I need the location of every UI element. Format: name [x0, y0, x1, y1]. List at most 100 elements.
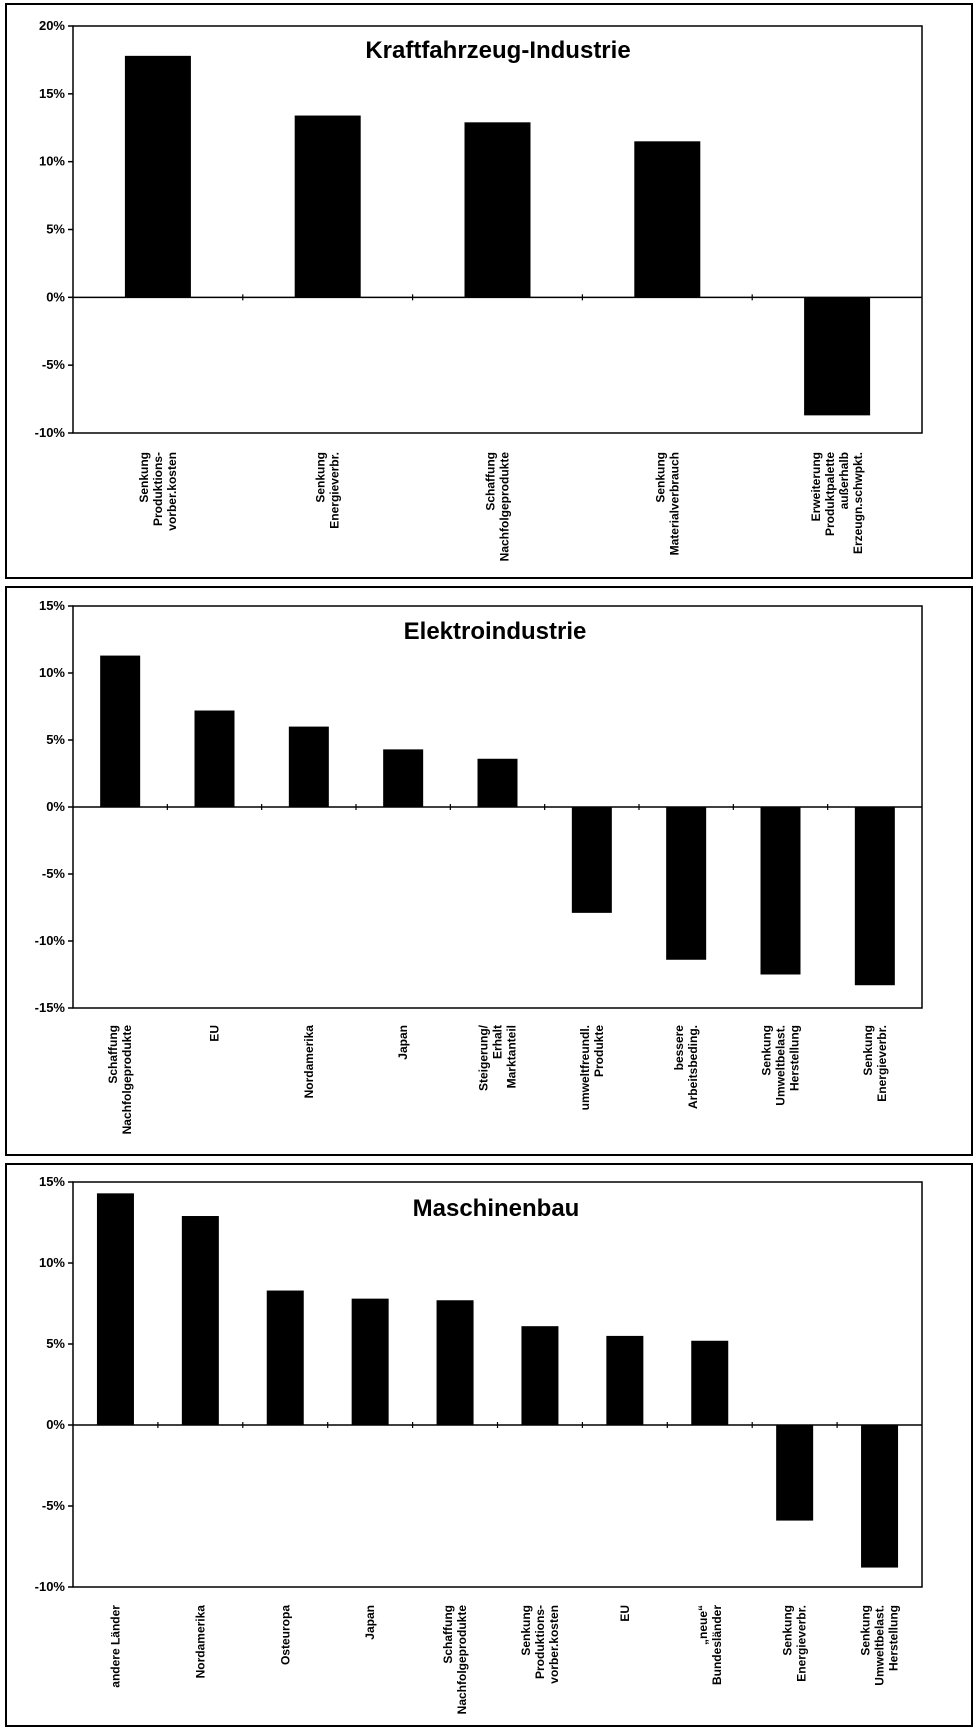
category-label: andere Länder — [108, 1605, 122, 1688]
category-label-line: Energieverbr. — [795, 1605, 809, 1682]
category-label-line: Umweltbelast. — [873, 1605, 887, 1686]
category-label: Nordamerika — [193, 1605, 207, 1679]
category-label-line: Senkung — [861, 1025, 875, 1076]
category-label-line: Senkung — [859, 1605, 873, 1656]
bar — [634, 141, 701, 298]
category-label-line: Produktions- — [151, 452, 165, 526]
category-label-line: „neue“ — [696, 1605, 710, 1645]
category-label-line: Schaffung — [441, 1605, 455, 1664]
category-label-line: Senkung — [137, 452, 151, 503]
category-label-line: EU — [208, 1025, 222, 1042]
y-tick-label: -5% — [42, 357, 66, 372]
category-label: Senkung Produktions-vorber.kosten — [137, 452, 179, 531]
y-tick-label: -10% — [35, 425, 66, 440]
category-label-line: Produkte — [592, 1025, 606, 1077]
category-label-line: Erhalt — [491, 1025, 505, 1059]
y-tick-label: -15% — [35, 1000, 66, 1015]
category-label: Erweiterung Produktpalette außerhalb Erzeug… — [809, 452, 865, 554]
chart-title: Elektroindustrie — [404, 618, 587, 645]
panel-frame — [5, 3, 973, 579]
category-label: EU — [618, 1605, 632, 1622]
bar — [861, 1425, 899, 1568]
y-tick-label: -10% — [35, 1579, 66, 1594]
category-label: Steigerung/Erhalt Marktanteil — [477, 1024, 519, 1091]
chart-panel-maschinenbau: 15% 10% 5% 0% -5% -10% Maschinenbau andere Länd… — [5, 1163, 973, 1727]
bar — [477, 758, 518, 807]
bar — [288, 726, 329, 807]
y-tick-label: 0% — [46, 289, 65, 304]
category-label-line: andere Länder — [108, 1605, 122, 1688]
category-label: Senkung Energieverbr. — [314, 452, 342, 529]
category-label-line: Umweltbelast. — [774, 1025, 788, 1106]
category-label-line: Produktpalette — [823, 452, 837, 536]
bar — [383, 749, 424, 807]
bar — [464, 122, 531, 298]
category-label-line: Nordamerika — [193, 1605, 207, 1679]
category-label-line: Nachfolgeprodukte — [455, 1605, 469, 1715]
category-label-line: Nordamerika — [302, 1025, 316, 1099]
y-tick-label: -5% — [42, 866, 66, 881]
bar — [804, 297, 871, 416]
bar — [666, 807, 707, 960]
bar — [606, 1335, 644, 1425]
category-label: Senkung Umweltbelast. Herstellung — [760, 1025, 802, 1106]
y-tick-label: 15% — [39, 1174, 65, 1189]
category-label: bessere Arbeitsbeding. — [672, 1025, 700, 1109]
category-label: Senkung Energieverbr. — [781, 1605, 809, 1682]
category-label-line: Arbeitsbeding. — [686, 1025, 700, 1109]
y-tick-label: 15% — [39, 86, 65, 101]
category-label-line: vorber.kosten — [165, 452, 179, 531]
category-label: Osteuropa — [278, 1605, 292, 1665]
category-label: Schaffung Nachfolgeprodukte — [484, 452, 512, 562]
bar — [194, 710, 235, 807]
y-tick-label: 15% — [39, 598, 65, 613]
bar — [100, 655, 141, 807]
y-tick-label: -10% — [35, 933, 66, 948]
category-label: Nordamerika — [302, 1025, 316, 1099]
category-label-line: Schaffung — [484, 452, 498, 511]
category-label-line: Senkung — [760, 1025, 774, 1076]
y-tick-label: 20% — [39, 18, 65, 33]
category-label-line: umweltfreundl. — [578, 1025, 592, 1110]
category-label-line: vorber.kosten — [547, 1605, 561, 1684]
bar — [854, 807, 895, 986]
bar — [571, 807, 612, 913]
bar — [691, 1340, 729, 1425]
category-label: Schaffung Nachfolgeprodukte — [441, 1605, 469, 1715]
plot-area — [72, 1181, 923, 1588]
chart-title: Maschinenbau — [413, 1195, 580, 1222]
category-label-line: Senkung — [653, 452, 667, 503]
panel-frame — [5, 586, 973, 1156]
bar — [521, 1326, 559, 1425]
category-label-line: Energieverbr. — [875, 1025, 889, 1102]
category-label: umweltfreundl. Produkte — [578, 1025, 606, 1111]
category-label-line: bessere — [672, 1025, 686, 1071]
category-label-line: Materialverbrauch — [667, 452, 681, 555]
y-tick-label: 0% — [46, 1417, 65, 1432]
bar — [266, 1290, 304, 1425]
category-label-line: Energieverbr. — [328, 452, 342, 529]
y-tick-label: 10% — [39, 665, 65, 680]
chart-panel-elektro: 15% 10% 5% 0% -5% -10% -15% Elektroindustrie Sch… — [5, 586, 973, 1156]
category-label: Schaffung Nachfolgeprodukte — [106, 1025, 134, 1135]
category-label: „neue“ Bundesländer — [696, 1605, 724, 1685]
category-label: Japan — [363, 1605, 377, 1640]
category-label: Senkung Umweltbelast. Herstellung — [859, 1605, 901, 1686]
category-label-line: Senkung — [314, 452, 328, 503]
bar — [351, 1298, 389, 1425]
bar — [760, 807, 801, 975]
category-label-line: Marktanteil — [505, 1025, 519, 1088]
category-label-line: Produktions- — [533, 1605, 547, 1679]
y-tick-label: -5% — [42, 1498, 66, 1513]
category-label-line: Schaffung — [106, 1025, 120, 1084]
panel-frame — [5, 1163, 973, 1727]
bar — [294, 115, 361, 298]
category-label-line: außerhalb — [837, 452, 851, 509]
chart-panel-kfz: 20% 15% 10% 5% 0% -5% -10% Kraftfahrzeug-Indust… — [5, 3, 973, 579]
y-tick-label: 5% — [46, 222, 65, 237]
bar — [124, 55, 191, 298]
bar — [96, 1193, 134, 1425]
category-label-line: Steigerung/ — [477, 1024, 491, 1091]
category-label-line: Herstellung — [887, 1605, 901, 1671]
category-label: Senkung Produktions-vorber.kosten — [519, 1605, 561, 1684]
